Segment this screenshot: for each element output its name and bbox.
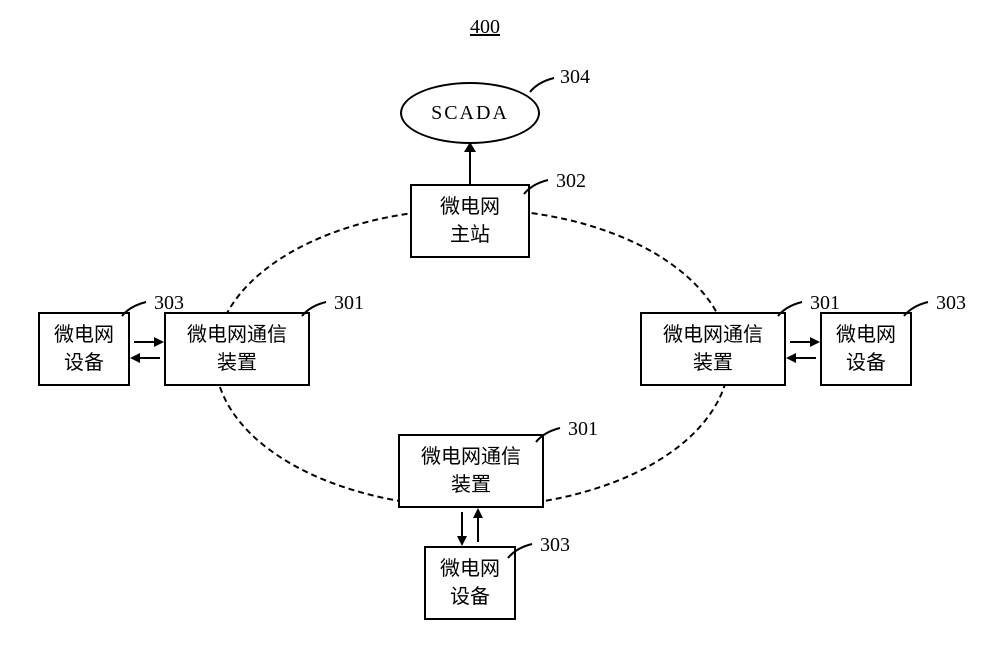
diagram-root: 400 SCADA 304 微电网 主站 302 微电网通信 装置 301 微电…: [0, 0, 1000, 647]
master-station-node: 微电网 主站: [410, 184, 530, 258]
arrow-commright-devright: [786, 332, 820, 368]
arrow-commbottom-devbottom: [452, 508, 488, 546]
dev-bottom-label: 微电网 设备: [440, 555, 500, 611]
ref-303-bottom: 303: [540, 534, 570, 557]
ref-303-right: 303: [936, 292, 966, 315]
comm-device-left: 微电网通信 装置: [164, 312, 310, 386]
comm-device-bottom: 微电网通信 装置: [398, 434, 544, 508]
dev-right-label: 微电网 设备: [836, 321, 896, 377]
master-label: 微电网 主站: [440, 193, 500, 249]
ref-302: 302: [556, 170, 586, 193]
ref-301-bottom: 301: [568, 418, 598, 441]
device-bottom: 微电网 设备: [424, 546, 516, 620]
comm-bottom-label: 微电网通信 装置: [421, 443, 521, 499]
device-right: 微电网 设备: [820, 312, 912, 386]
scada-label: SCADA: [431, 102, 509, 125]
comm-left-label: 微电网通信 装置: [187, 321, 287, 377]
figure-number: 400: [470, 16, 500, 39]
comm-device-right: 微电网通信 装置: [640, 312, 786, 386]
ref-301-left: 301: [334, 292, 364, 315]
scada-node: SCADA: [400, 82, 540, 144]
arrow-devleft-commleft: [130, 332, 164, 368]
ref-304: 304: [560, 66, 590, 89]
ref-tick-icon: [528, 76, 556, 94]
dev-left-label: 微电网 设备: [54, 321, 114, 377]
arrow-master-to-scada: [460, 142, 480, 186]
comm-right-label: 微电网通信 装置: [663, 321, 763, 377]
device-left: 微电网 设备: [38, 312, 130, 386]
ref-303-left: 303: [154, 292, 184, 315]
